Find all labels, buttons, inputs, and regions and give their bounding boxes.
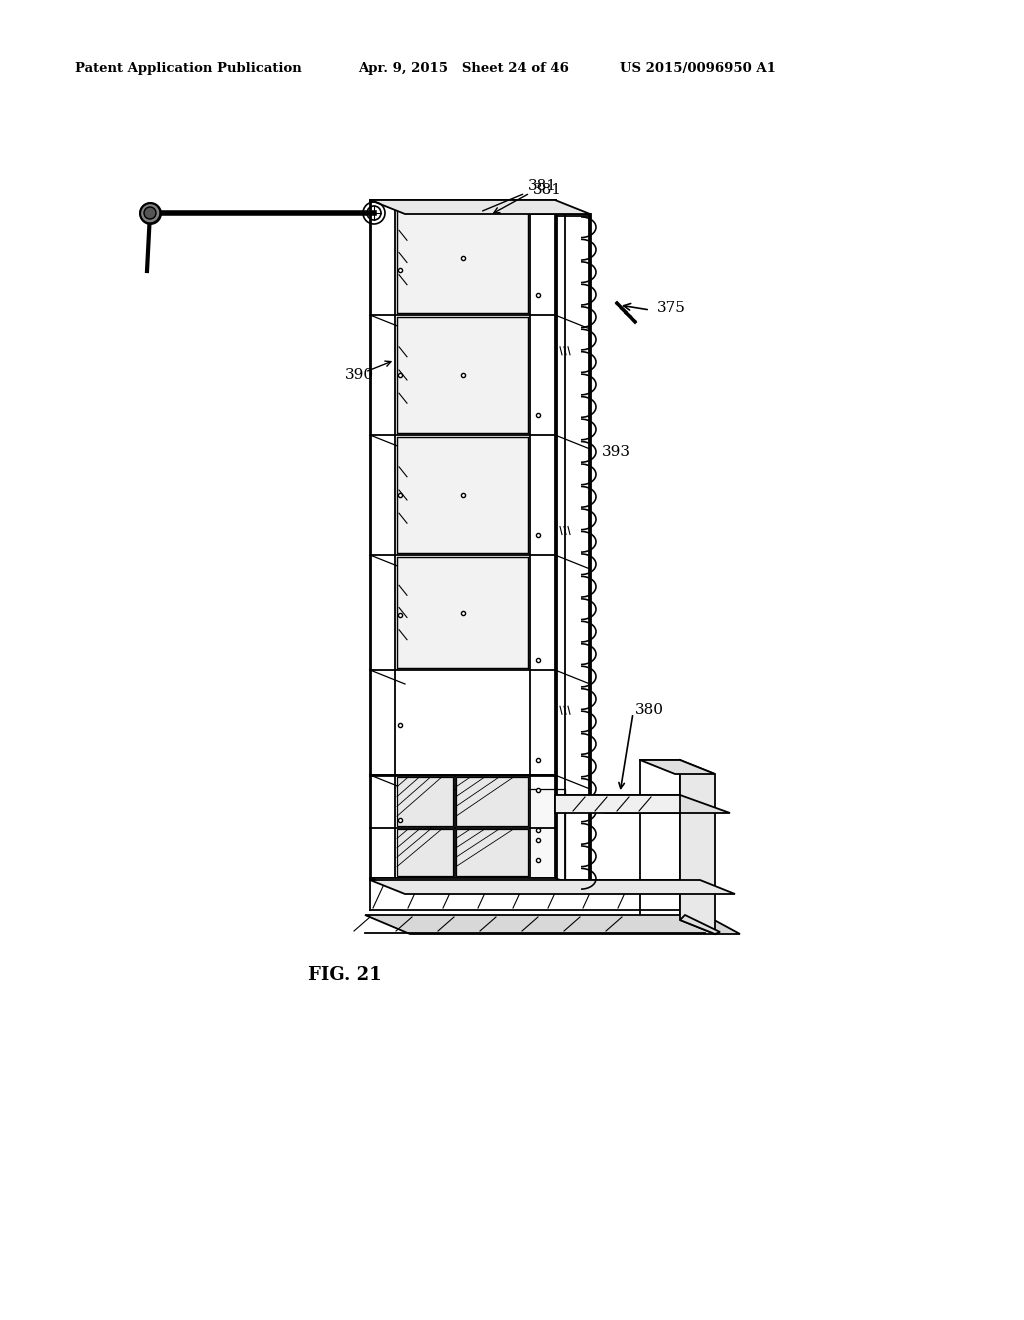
Text: US 2015/0096950 A1: US 2015/0096950 A1 [620,62,776,75]
Polygon shape [555,795,680,813]
Polygon shape [397,202,528,313]
Polygon shape [370,201,590,214]
Text: 380: 380 [635,704,664,717]
Text: 375: 375 [657,301,686,315]
Text: Apr. 9, 2015   Sheet 24 of 46: Apr. 9, 2015 Sheet 24 of 46 [358,62,569,75]
Polygon shape [370,878,590,892]
Polygon shape [680,760,715,935]
Polygon shape [397,829,453,876]
Text: 393: 393 [602,445,631,459]
Text: 381: 381 [482,180,557,211]
Polygon shape [640,760,715,774]
Text: FIG. 21: FIG. 21 [308,966,382,983]
Polygon shape [397,777,453,826]
Polygon shape [397,437,528,553]
Text: 390: 390 [345,368,374,381]
Polygon shape [397,557,528,668]
Text: Patent Application Publication: Patent Application Publication [75,62,302,75]
Polygon shape [365,915,740,935]
Polygon shape [430,789,565,892]
Polygon shape [397,317,528,433]
Polygon shape [680,915,720,935]
Polygon shape [456,777,528,826]
Polygon shape [555,795,730,813]
Polygon shape [456,829,528,876]
Circle shape [144,207,156,219]
Polygon shape [370,880,735,894]
Text: 381: 381 [534,183,562,197]
